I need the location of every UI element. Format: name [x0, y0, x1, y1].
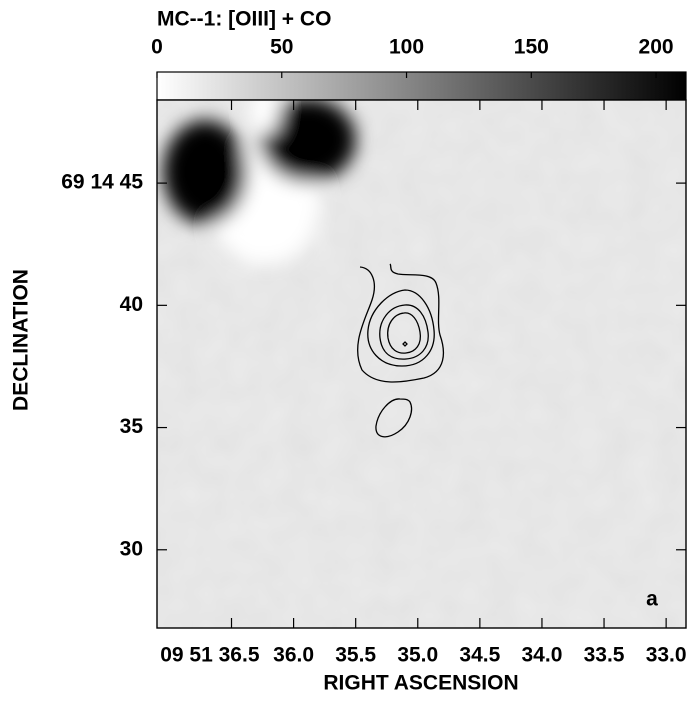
- panel-label: a: [646, 588, 658, 611]
- y-tick-label: 69 14 45: [61, 171, 143, 194]
- chart-title: MC--1: [OIII] + CO: [157, 8, 331, 31]
- colorbar-tick-label: 100: [389, 36, 424, 59]
- x-tick-label: 09 51 36.5: [160, 644, 260, 667]
- emission: [163, 100, 356, 265]
- x-tick-label: 36.0: [273, 644, 314, 667]
- contours: [357, 263, 445, 438]
- x-tick-label: 34.0: [522, 644, 563, 667]
- x-tick-label: 35.5: [335, 644, 376, 667]
- colorbar-tick-label: 150: [514, 36, 549, 59]
- y-tick-label: 30: [120, 537, 143, 560]
- x-tick-label: 33.0: [646, 644, 687, 667]
- colorbar-tick-label: 50: [270, 36, 293, 59]
- y-tick-label: 40: [120, 293, 143, 316]
- image: [157, 100, 686, 628]
- colorbar-tick-label: 200: [639, 36, 674, 59]
- colorbar: [156, 71, 687, 101]
- x-axis-label: RIGHT ASCENSION: [323, 672, 518, 695]
- x-tick-label: 34.5: [459, 644, 500, 667]
- x-tick-label: 33.5: [584, 644, 625, 667]
- y-axis-label: DECLINATION: [10, 269, 33, 411]
- y-tick-label: 35: [120, 415, 144, 438]
- x-tick-label: 35.0: [397, 644, 438, 667]
- colorbar-tick-label: 0: [151, 36, 163, 59]
- plot-frame: [156, 99, 687, 629]
